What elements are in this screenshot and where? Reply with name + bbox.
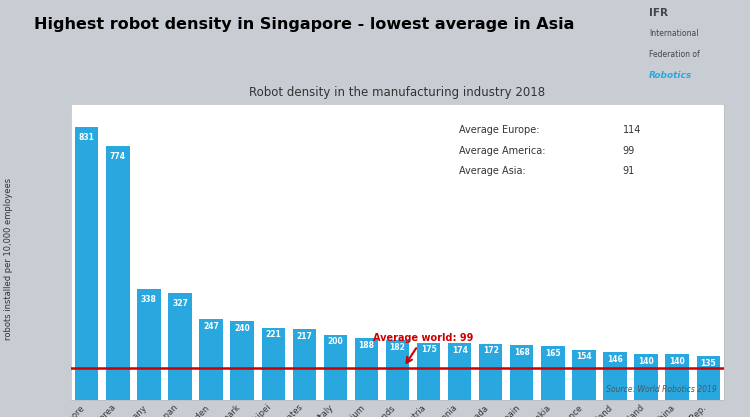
Text: Source: World Robotics 2019: Source: World Robotics 2019 [607, 385, 717, 394]
Bar [230, 322, 254, 400]
Text: 217: 217 [296, 332, 312, 341]
Bar [324, 334, 347, 400]
Text: 327: 327 [172, 299, 188, 308]
Bar [168, 293, 192, 400]
Text: Average Asia:: Average Asia: [460, 166, 526, 176]
Text: 831: 831 [79, 133, 94, 142]
Text: 175: 175 [421, 345, 436, 354]
Bar [603, 352, 627, 400]
Text: 99: 99 [622, 146, 634, 156]
Text: Robotics: Robotics [649, 71, 692, 80]
Bar [665, 354, 688, 400]
Text: Average world: 99: Average world: 99 [373, 333, 473, 363]
Bar [510, 345, 533, 400]
Bar [479, 344, 502, 400]
Text: 200: 200 [328, 337, 344, 346]
Text: 140: 140 [669, 357, 685, 366]
Text: 168: 168 [514, 348, 529, 357]
Text: 91: 91 [622, 166, 634, 176]
Bar [292, 329, 316, 400]
Bar [75, 127, 98, 400]
Text: IFR: IFR [649, 8, 668, 18]
Text: 135: 135 [700, 359, 716, 367]
Bar [572, 350, 596, 400]
Text: Average Europe:: Average Europe: [460, 125, 540, 135]
Bar [542, 346, 565, 400]
Text: Average America:: Average America: [460, 146, 546, 156]
Text: 188: 188 [358, 341, 374, 350]
Text: 338: 338 [141, 295, 157, 304]
Text: 114: 114 [622, 125, 641, 135]
Text: 182: 182 [389, 343, 406, 352]
Text: 774: 774 [110, 152, 126, 161]
Text: International: International [649, 29, 698, 38]
Text: robots installed per 10,000 employees: robots installed per 10,000 employees [4, 178, 13, 339]
Bar [634, 354, 658, 400]
Text: 146: 146 [608, 355, 622, 364]
Text: 172: 172 [483, 347, 499, 355]
Text: 140: 140 [638, 357, 654, 366]
Text: Highest robot density in Singapore - lowest average in Asia: Highest robot density in Singapore - low… [34, 17, 574, 32]
Bar [448, 343, 471, 400]
Bar [417, 343, 440, 400]
Bar [137, 289, 160, 400]
Bar [106, 146, 130, 400]
Text: 154: 154 [576, 352, 592, 361]
Text: 165: 165 [545, 349, 561, 358]
Title: Robot density in the manufacturing industry 2018: Robot density in the manufacturing indus… [250, 86, 545, 99]
Text: Federation of: Federation of [649, 50, 700, 59]
Bar [200, 319, 223, 400]
Text: 247: 247 [203, 322, 219, 331]
Text: 221: 221 [266, 330, 281, 339]
Bar [386, 340, 410, 400]
Bar [697, 356, 720, 400]
Bar [355, 339, 378, 400]
Text: 174: 174 [452, 346, 467, 355]
Text: 240: 240 [234, 324, 250, 333]
Bar [262, 328, 285, 400]
